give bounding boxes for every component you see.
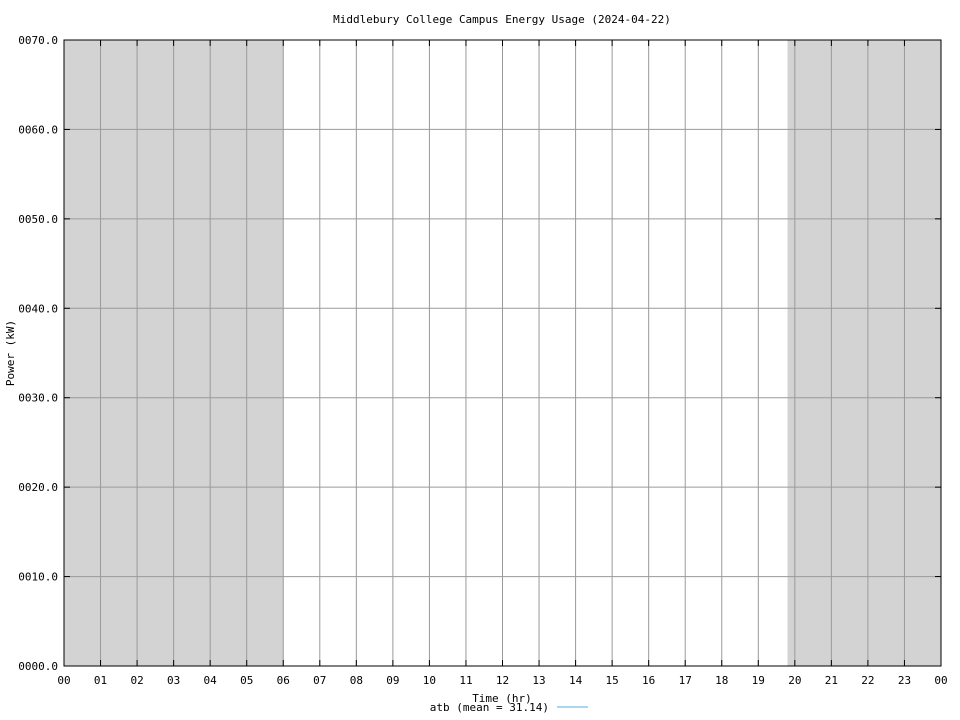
grid-lines	[64, 40, 941, 666]
x-tick-label: 18	[715, 674, 728, 687]
y-tick-label: 0060.0	[18, 123, 58, 136]
y-axis-label: Power (kW)	[4, 320, 17, 386]
x-tick-label: 20	[788, 674, 801, 687]
y-tick-label: 0050.0	[18, 213, 58, 226]
x-tick-label: 11	[459, 674, 472, 687]
x-tick-label: 21	[825, 674, 838, 687]
y-tick-label: 0030.0	[18, 392, 58, 405]
x-tick-label: 02	[130, 674, 143, 687]
x-tick-label: 04	[204, 674, 218, 687]
y-tick-label: 0010.0	[18, 571, 58, 584]
x-tick-label: 03	[167, 674, 180, 687]
chart-title: Middlebury College Campus Energy Usage (…	[333, 13, 671, 26]
x-tick-label: 07	[313, 674, 326, 687]
shaded-band-1	[787, 40, 941, 666]
x-tick-label: 00	[934, 674, 947, 687]
x-tick-label: 09	[386, 674, 399, 687]
x-axis-label: Time (hr)	[472, 692, 532, 705]
y-tick-label: 0020.0	[18, 481, 58, 494]
x-tick-label: 17	[679, 674, 692, 687]
x-tick-label: 00	[57, 674, 70, 687]
y-axis-ticks: 0000.0 0010.0 0020.0 0030.0 0040.0 0050.0 0060…	[18, 34, 941, 673]
x-tick-label: 16	[642, 674, 655, 687]
x-tick-label: 19	[752, 674, 765, 687]
y-tick-label: 0070.0	[18, 34, 58, 47]
x-tick-label: 06	[277, 674, 290, 687]
x-tick-label: 10	[423, 674, 436, 687]
x-tick-label: 05	[240, 674, 253, 687]
x-tick-label: 14	[569, 674, 583, 687]
y-tick-label: 0000.0	[18, 660, 58, 673]
x-tick-label: 23	[898, 674, 911, 687]
legend-label: atb (mean = 31.14)	[430, 701, 549, 714]
x-tick-label: 13	[532, 674, 545, 687]
x-tick-label: 08	[350, 674, 363, 687]
x-tick-label: 01	[94, 674, 107, 687]
x-tick-label: 15	[606, 674, 619, 687]
x-axis-ticks: 00 01 02 03 04 05 06 07 08 09 10 11 12 13 14 15 16 17 18 19…	[57, 40, 948, 687]
x-tick-label: 22	[861, 674, 874, 687]
x-tick-label: 12	[496, 674, 509, 687]
y-tick-label: 0040.0	[18, 302, 58, 315]
